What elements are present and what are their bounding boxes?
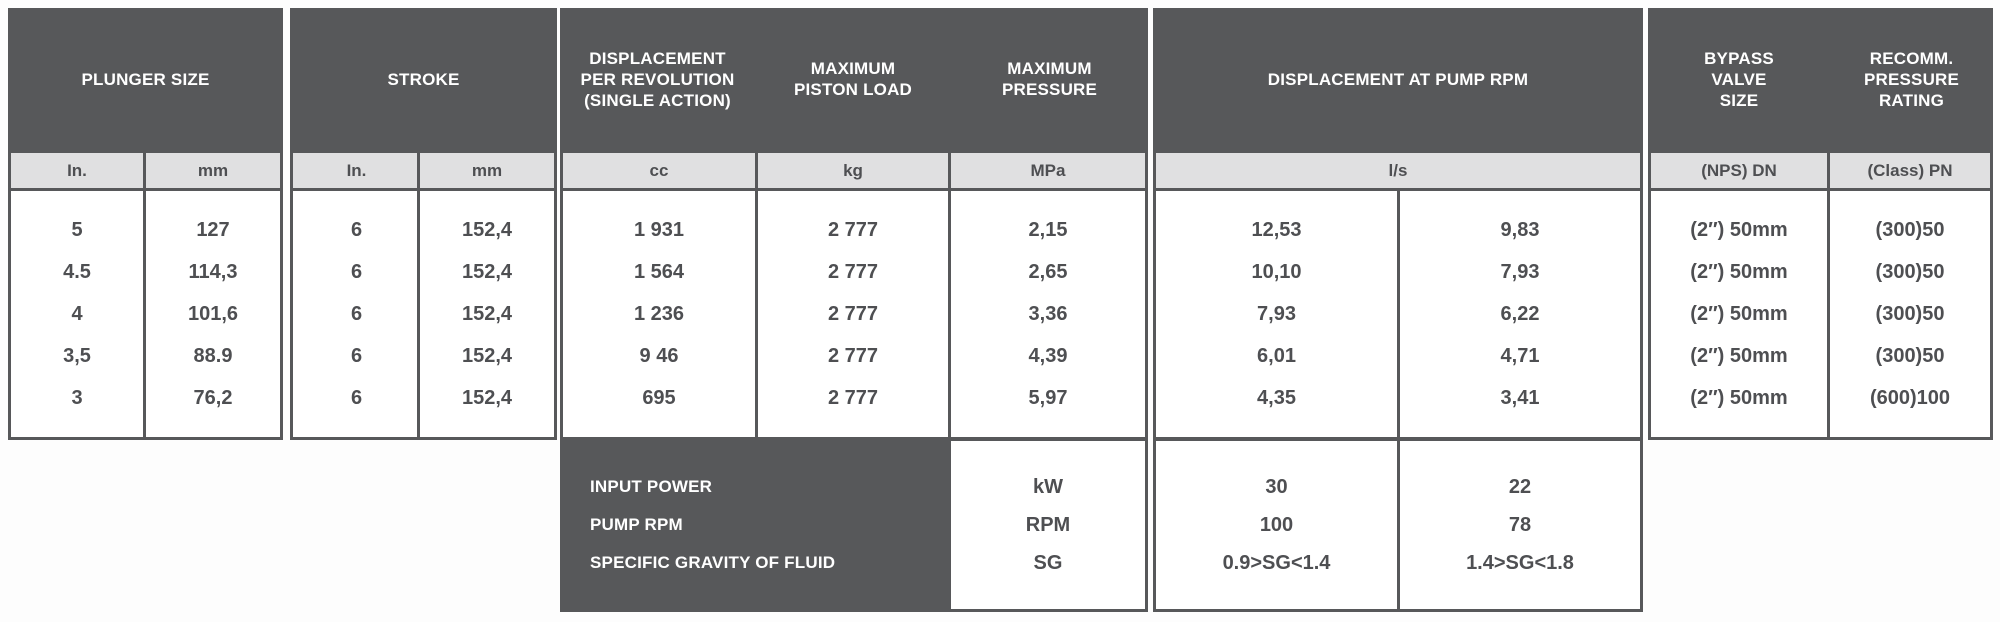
column-bypass-valve-size: (2″) 50mm (2″) 50mm (2″) 50mm (2″) 50mm … — [1648, 188, 1830, 440]
header-group-displacement-load-pressure: DISPLACEMENT PER REVOLUTION (SINGLE ACTI… — [560, 8, 1148, 150]
bottom-values-b: 22 78 1.4>SG<1.8 — [1397, 438, 1643, 612]
subheader-nps-dn: (NPS) DN — [1648, 150, 1830, 191]
subheader-ls: l/s — [1153, 150, 1643, 191]
header-bypass-valve-size: BYPASS VALVE SIZE — [1648, 8, 1830, 150]
header-plunger-size: PLUNGER SIZE — [8, 8, 283, 150]
subheader-class-pn: (Class) PN — [1827, 150, 1993, 191]
subheader-plunger-in: In. — [8, 150, 146, 191]
column-plunger-size-mm: 127 114,3 101,6 88.9 76,2 — [143, 188, 283, 440]
header-stroke: STROKE — [290, 8, 557, 150]
header-group-valve-rating: BYPASS VALVE SIZE RECOMM. PRESSURE RATIN… — [1648, 8, 1993, 150]
header-displacement-per-revolution: DISPLACEMENT PER REVOLUTION (SINGLE ACTI… — [560, 8, 755, 150]
header-maximum-piston-load: MAXIMUM PISTON LOAD — [755, 8, 951, 150]
column-pressure-rating: (300)50 (300)50 (300)50 (300)50 (600)100 — [1827, 188, 1993, 440]
subheader-stroke-mm: mm — [417, 150, 557, 191]
column-flow-at-rpm-1: 12,53 10,10 7,93 6,01 4,35 — [1153, 188, 1400, 440]
column-flow-at-rpm-2: 9,83 7,93 6,22 4,71 3,41 — [1397, 188, 1643, 440]
column-stroke-mm: 152,4 152,4 152,4 152,4 152,4 — [417, 188, 557, 440]
header-recomm-pressure-rating: RECOMM. PRESSURE RATING — [1830, 8, 1993, 150]
header-maximum-pressure: MAXIMUM PRESSURE — [951, 8, 1148, 150]
column-displacement-cc: 1 931 1 564 1 236 9 46 695 — [560, 188, 758, 440]
subheader-kg: kg — [755, 150, 951, 191]
subheader-mpa: MPa — [948, 150, 1148, 191]
column-plunger-size-in: 5 4.5 4 3,5 3 — [8, 188, 146, 440]
column-pressure-mpa: 2,15 2,65 3,36 4,39 5,97 — [948, 188, 1148, 440]
bottom-units: kW RPM SG — [948, 438, 1148, 612]
subheader-plunger-mm: mm — [143, 150, 283, 191]
bottom-values-a: 30 100 0.9>SG<1.4 — [1153, 438, 1400, 612]
column-piston-load-kg: 2 777 2 777 2 777 2 777 2 777 — [755, 188, 951, 440]
subheader-stroke-in: In. — [290, 150, 423, 191]
bottom-row-labels: INPUT POWER PUMP RPM SPECIFIC GRAVITY OF… — [560, 438, 951, 612]
subheader-cc: cc — [560, 150, 758, 191]
column-stroke-in: 6 6 6 6 6 — [290, 188, 423, 440]
header-displacement-at-pump-rpm: DISPLACEMENT AT PUMP RPM — [1153, 8, 1643, 150]
